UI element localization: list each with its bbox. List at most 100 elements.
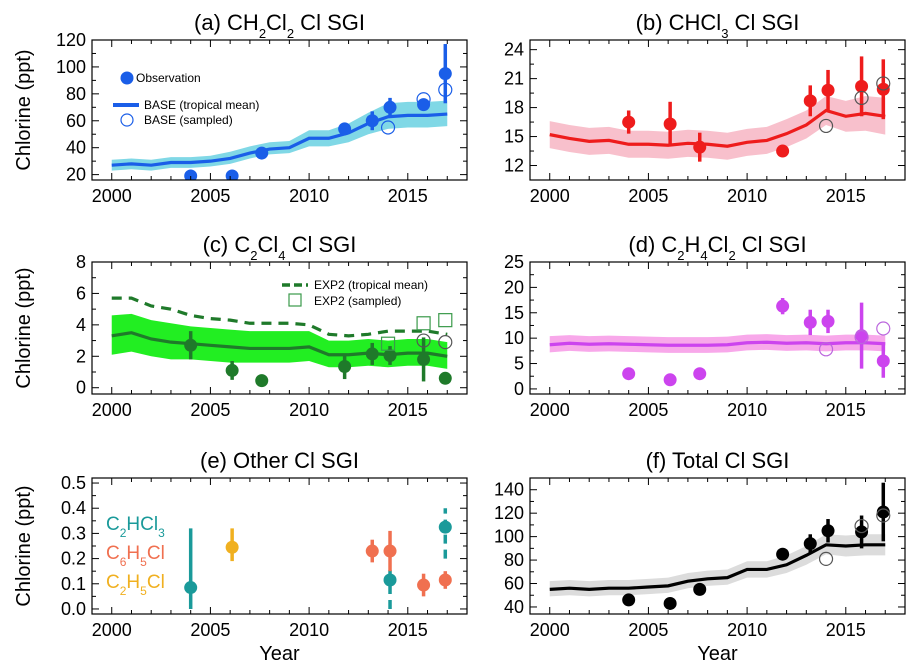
observation-point (855, 525, 869, 539)
base-sampled-circle (818, 551, 834, 566)
x-tick-label: 2000 (530, 186, 570, 206)
title-subscript: 2 (728, 248, 735, 263)
species-subscript: 5 (140, 584, 147, 598)
base-sampled-circle (818, 342, 834, 357)
plot-frame (91, 39, 468, 181)
species-point (417, 578, 431, 592)
x-tick-label: 2010 (727, 620, 767, 640)
legend-exp2-line-label: EXP2 (tropical mean) (314, 278, 428, 292)
panel-f: 2000 2005 2010 2015 40 60 80 100 120 140 Year (494, 477, 906, 665)
species-point (383, 544, 397, 558)
observation-point (693, 140, 707, 154)
x-tick-label: 2015 (388, 620, 428, 640)
species-text: C (106, 572, 120, 593)
y-tick-label: 0.3 (61, 523, 86, 543)
species-subscript: 2 (120, 526, 127, 540)
y-tick-label: 0.2 (61, 549, 86, 569)
species-text: HCl (126, 514, 158, 535)
panel-a: 2000 2005 2010 2015 20 40 60 80 100 120 Chlorine (… (13, 30, 468, 206)
x-tick-label: 2005 (628, 400, 668, 420)
observation-point (821, 83, 835, 97)
observation-point (225, 363, 239, 377)
panel-b: 2000 2005 2010 2015 12 15 18 21 24 (504, 39, 906, 206)
y-tick-label: 12 (504, 156, 524, 176)
legend-base-sampled-label: BASE (sampled) (144, 113, 233, 127)
observation-point (338, 360, 352, 373)
observation-point (663, 117, 677, 131)
species-text: H (126, 543, 140, 564)
title-text: (b) CHCl (636, 10, 722, 35)
panel-title-b: (b) CHCl3 Cl SGI (636, 10, 800, 41)
plot-area (549, 56, 891, 162)
observation-point (417, 352, 431, 366)
base-sampled-circle (854, 330, 869, 345)
x-tick-label: 2015 (388, 400, 428, 420)
title-text: Cl SGI (294, 10, 365, 35)
exp2-tropical-mean-line (111, 296, 448, 338)
base-sampled-circle (876, 76, 891, 91)
y-tick-label: 8 (76, 252, 86, 272)
x-tick-label: 2015 (388, 186, 428, 206)
observation-point (776, 547, 790, 561)
legend-exp2-sampled-label: EXP2 (sampled) (314, 294, 401, 308)
base-sampled-circle (438, 82, 453, 97)
observation-point (417, 98, 431, 112)
x-tick-label: 2010 (289, 400, 329, 420)
title-text: Cl (708, 232, 729, 257)
y-tick-label: 0 (514, 379, 524, 399)
base-sampled-circle (438, 335, 453, 350)
base-sampled-circle (818, 118, 834, 134)
species-point (225, 540, 239, 554)
observation-point (184, 338, 198, 352)
base-sampled-circle (854, 518, 869, 534)
species-subscript: 2 (120, 584, 127, 598)
plot-area (111, 296, 453, 388)
x-tick-label: 2000 (92, 400, 132, 420)
plot-area (549, 482, 891, 610)
title-text: Cl SGI (728, 10, 799, 35)
x-tick-label: 2010 (727, 186, 767, 206)
observation-point (876, 505, 890, 519)
species-subscript: 5 (140, 555, 147, 569)
observation-point (803, 537, 817, 551)
y-tick-label: 0.4 (61, 498, 86, 518)
legend-observation-label: Observation (136, 71, 201, 85)
observation-point (184, 169, 198, 180)
y-axis-label: Chlorine (ppt) (13, 49, 35, 170)
species-label: C2HCl3 (106, 514, 165, 540)
exp2-sampled-square (380, 336, 396, 351)
y-tick-label: 60 (504, 574, 524, 594)
y-tick-label: 18 (504, 98, 524, 118)
x-tick-label: 2005 (628, 186, 668, 206)
model-uncertainty-band (549, 96, 886, 160)
panel-title-f: (f) Total Cl SGI (646, 448, 790, 473)
model-mean-line (549, 108, 886, 148)
title-subscript: 2 (287, 26, 294, 41)
y-axis-label: Chlorine (ppt) (13, 485, 35, 606)
x-tick-label: 2000 (530, 620, 570, 640)
species-point (365, 544, 379, 558)
legend-exp2-sampled-marker (288, 293, 302, 307)
x-tick-label: 2015 (826, 400, 866, 420)
panel-title-c: (c) C2Cl4 Cl SGI (203, 232, 357, 263)
y-tick-label: 21 (504, 69, 524, 89)
y-tick-label: 20 (66, 165, 86, 185)
title-subscript: 2 (677, 248, 684, 263)
exp2-sampled-square (438, 313, 453, 328)
y-tick-label: 6 (76, 283, 86, 303)
x-axis-label: Year (259, 643, 300, 665)
observation-point (803, 94, 817, 108)
base-sampled-circle (416, 92, 431, 107)
observation-point (255, 146, 269, 160)
title-text: Cl (257, 232, 278, 257)
panel-d: 2000 2005 2010 2015 0 5 10 15 20 25 (504, 252, 906, 420)
y-tick-label: 120 (494, 503, 524, 523)
y-tick-label: 140 (494, 480, 524, 500)
base-sampled-circle (876, 508, 891, 523)
y-tick-label: 5 (514, 354, 524, 374)
observation-point (855, 79, 869, 93)
y-axis-label: Chlorine (ppt) (13, 267, 35, 388)
model-mean-line (549, 543, 886, 591)
y-tick-label: 0.0 (61, 599, 86, 619)
